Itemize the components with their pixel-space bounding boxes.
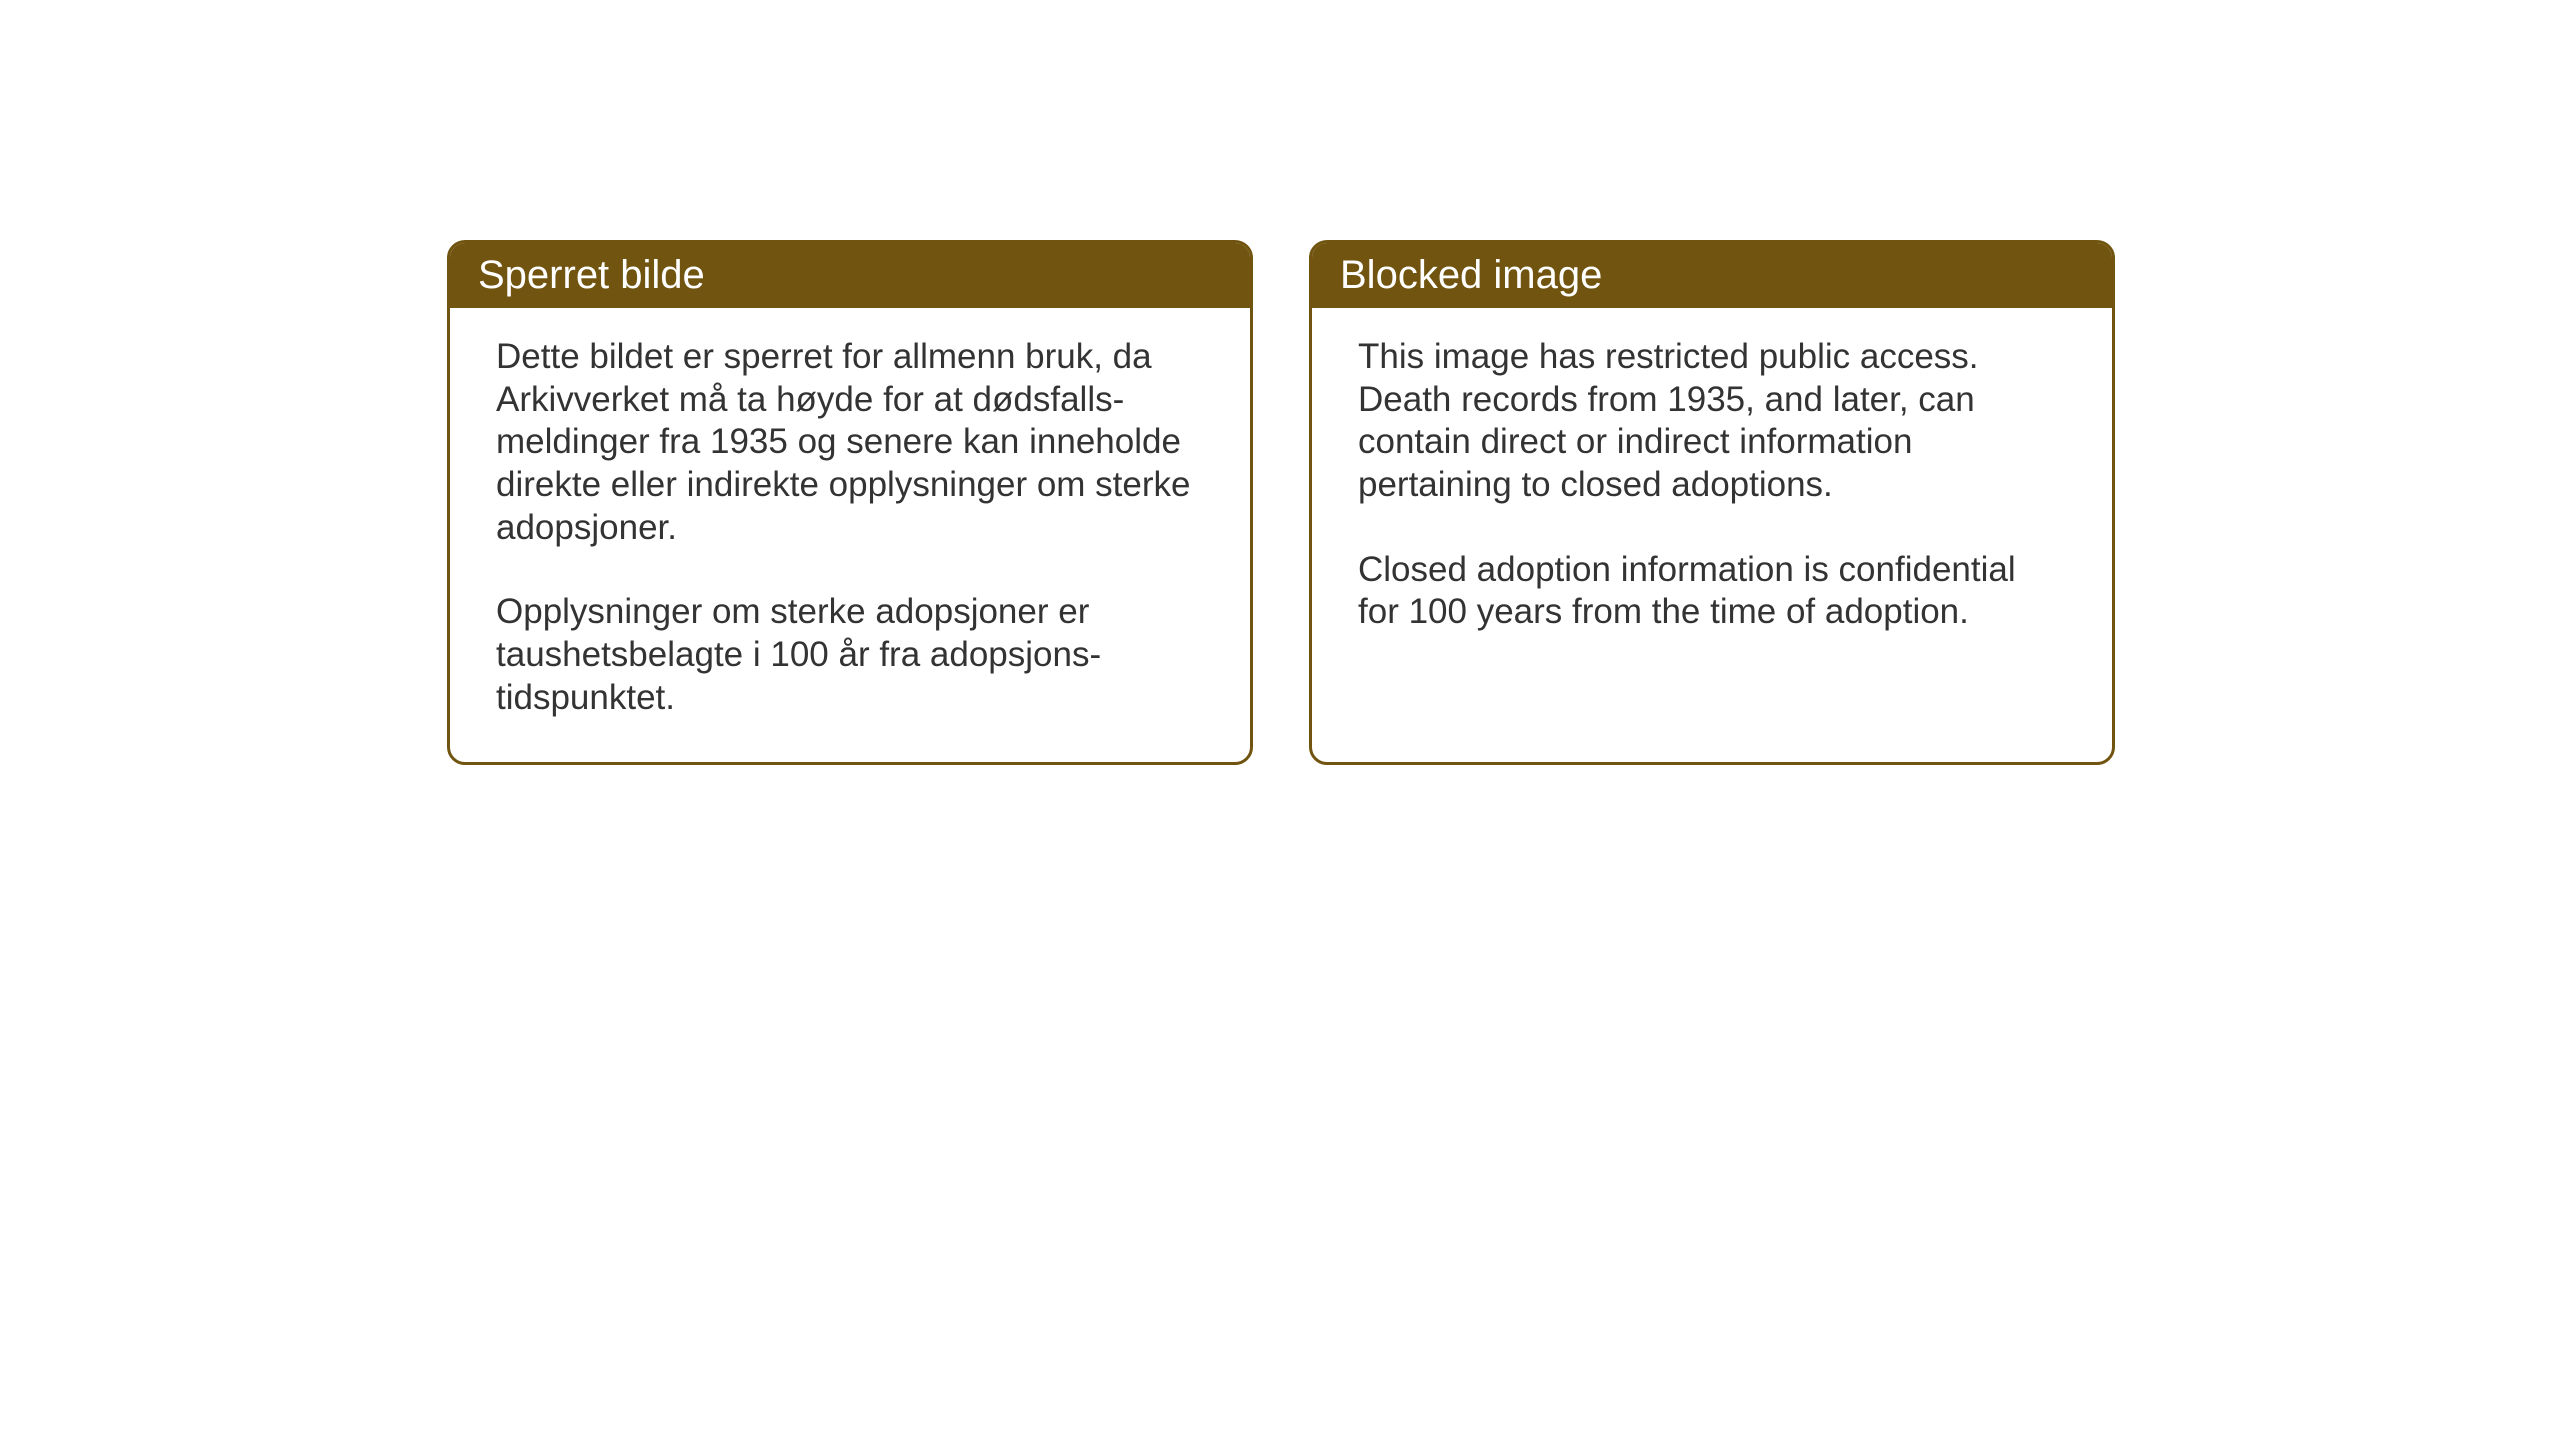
notice-container: Sperret bilde Dette bildet er sperret fo… — [447, 240, 2115, 765]
notice-paragraph-2-norwegian: Opplysninger om sterke adopsjoner er tau… — [496, 591, 1204, 719]
notice-body-english: This image has restricted public access.… — [1312, 308, 2112, 676]
notice-body-norwegian: Dette bildet er sperret for allmenn bruk… — [450, 308, 1250, 762]
notice-header-english: Blocked image — [1312, 243, 2112, 308]
notice-box-english: Blocked image This image has restricted … — [1309, 240, 2115, 765]
notice-paragraph-2-english: Closed adoption information is confident… — [1358, 549, 2066, 634]
notice-paragraph-1-english: This image has restricted public access.… — [1358, 336, 2066, 507]
notice-header-norwegian: Sperret bilde — [450, 243, 1250, 308]
notice-paragraph-1-norwegian: Dette bildet er sperret for allmenn bruk… — [496, 336, 1204, 549]
notice-box-norwegian: Sperret bilde Dette bildet er sperret fo… — [447, 240, 1253, 765]
